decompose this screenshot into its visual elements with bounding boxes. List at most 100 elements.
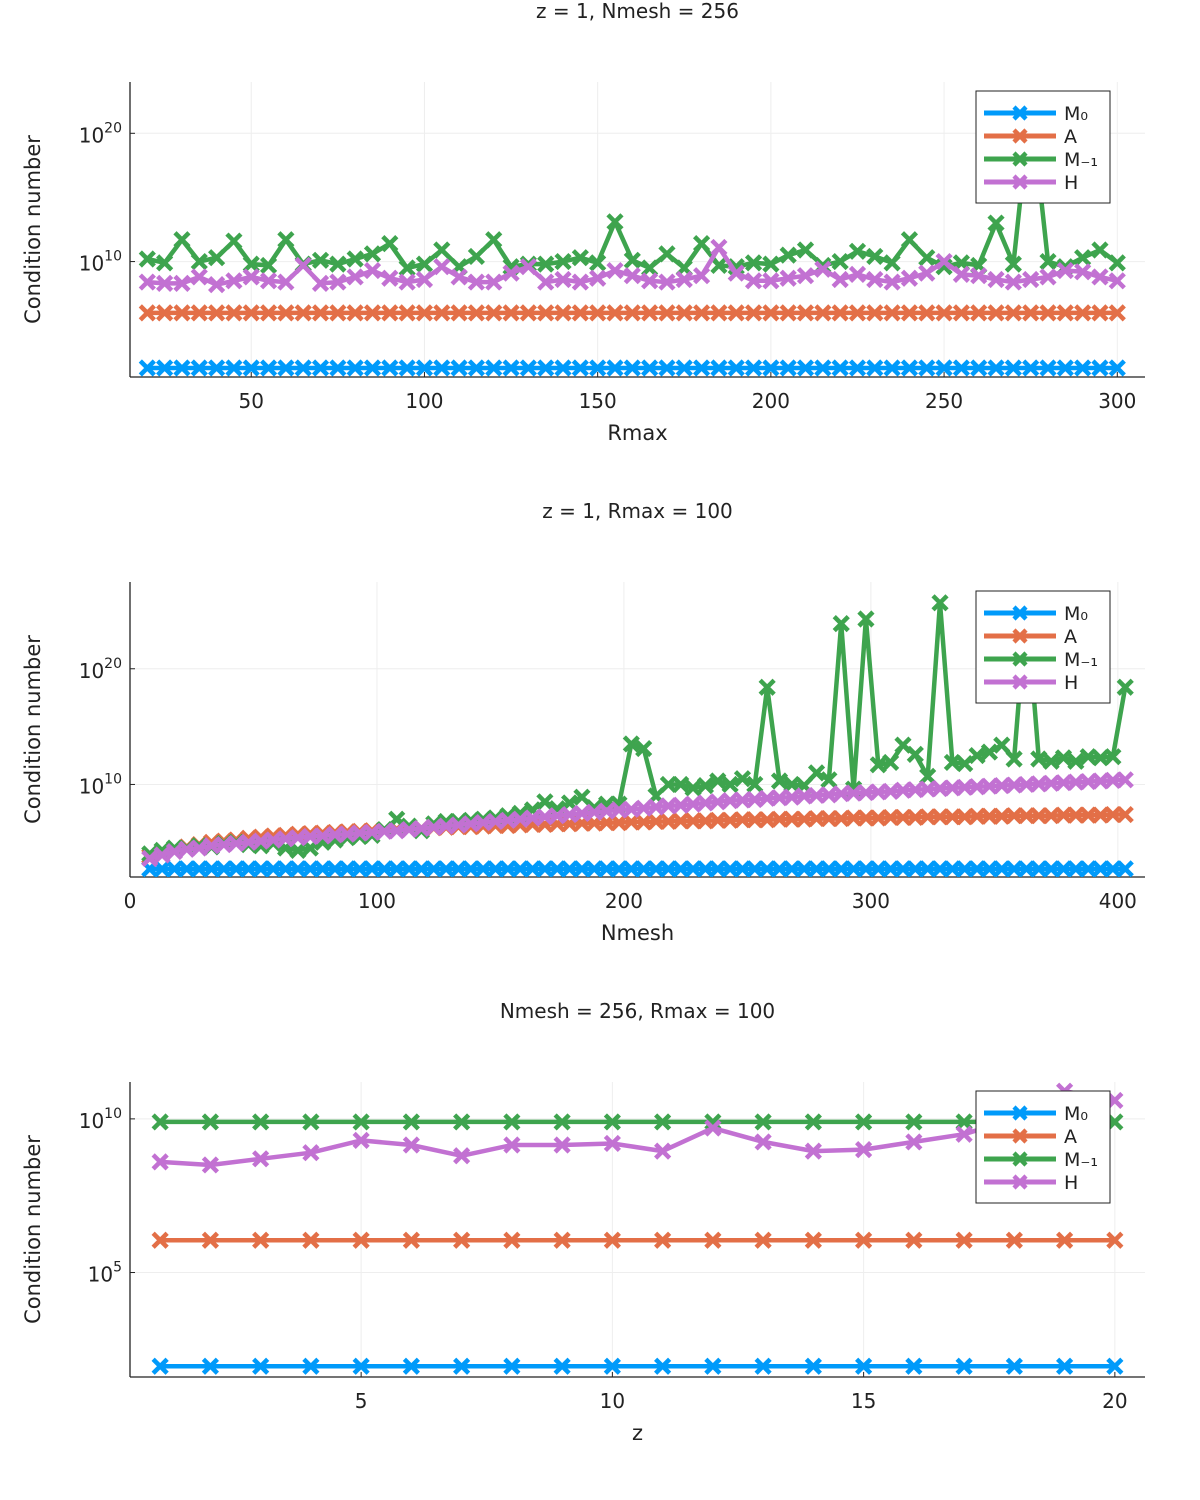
x-tick-label: 300 (852, 889, 890, 913)
data-point (153, 846, 171, 864)
data-point (970, 267, 988, 285)
data-point (259, 359, 278, 377)
legend-label: M₋₁ (1064, 1149, 1098, 1171)
data-point (641, 304, 659, 322)
data-point (151, 1153, 169, 1171)
data-point (641, 259, 659, 277)
data-point (571, 273, 589, 291)
chart-title: Nmesh = 256, Rmax = 100 (500, 999, 775, 1023)
data-point (1116, 771, 1134, 789)
data-point (190, 304, 208, 322)
data-point (779, 246, 797, 264)
data-point (1074, 263, 1092, 281)
data-point (814, 260, 832, 278)
data-point (589, 269, 607, 287)
data-point (770, 772, 789, 790)
data-point (684, 779, 702, 797)
data-point (1056, 261, 1074, 280)
data-point (415, 270, 434, 289)
data-point (606, 304, 624, 322)
data-point (433, 304, 451, 322)
data-point (156, 254, 174, 272)
data-point (467, 247, 486, 266)
data-point (744, 359, 763, 377)
data-point (883, 304, 901, 322)
data-point (571, 359, 589, 377)
data-point (225, 304, 243, 322)
legend-marker (1012, 628, 1028, 644)
data-point (709, 772, 727, 790)
series-3 (141, 771, 1134, 868)
data-point (744, 254, 763, 272)
data-point (831, 252, 849, 271)
data-point (814, 359, 832, 377)
data-point (1004, 359, 1022, 377)
data-point (589, 359, 607, 377)
data-point (503, 1113, 521, 1131)
data-point (641, 359, 659, 377)
data-point (415, 359, 434, 377)
data-point (1054, 749, 1073, 767)
data-point (398, 304, 416, 322)
data-point (294, 256, 312, 275)
data-point (329, 304, 347, 322)
data-point (402, 1136, 420, 1154)
data-point (450, 268, 468, 286)
legend-marker (1012, 605, 1028, 621)
data-point (710, 256, 728, 275)
data-point (503, 1136, 521, 1154)
legend-label: A (1064, 1126, 1077, 1148)
data-point (935, 304, 953, 322)
data-point (905, 1357, 923, 1375)
data-point (900, 359, 919, 377)
data-point (952, 359, 970, 377)
data-point (804, 1357, 822, 1375)
data-point (329, 273, 347, 291)
data-point (935, 252, 953, 271)
data-point (804, 1142, 822, 1160)
data-point (1039, 359, 1057, 377)
data-point (883, 254, 901, 272)
data-point (1074, 359, 1092, 377)
legend-label: M₀ (1064, 1103, 1088, 1125)
legend-marker (1012, 105, 1028, 121)
series-2 (141, 594, 1134, 863)
data-point (311, 304, 330, 322)
y-axis-label: Condition number (21, 635, 45, 824)
y-axis-label: Condition number (21, 1135, 45, 1324)
x-tick-label: 200 (605, 889, 643, 913)
data-point (762, 359, 780, 377)
data-point (277, 304, 295, 322)
data-point (381, 235, 399, 253)
data-point (987, 214, 1005, 232)
data-point (758, 678, 776, 696)
data-point (208, 304, 226, 322)
data-point (208, 276, 226, 294)
data-point (906, 745, 924, 763)
data-point (1022, 359, 1040, 377)
data-point (980, 743, 999, 761)
data-point (242, 359, 260, 377)
data-point (553, 1113, 571, 1131)
data-point (329, 359, 347, 377)
data-point (832, 615, 850, 633)
data-point (779, 304, 797, 322)
data-point (252, 1357, 270, 1375)
subplot-1: z = 1, Nmesh = 256 50 100 150 200 250 300 1010 1… (21, 0, 1145, 445)
data-point (138, 304, 156, 322)
data-point (727, 304, 745, 322)
data-point (831, 359, 849, 377)
data-point (329, 255, 347, 273)
legend-marker (1012, 174, 1028, 190)
data-point (1104, 748, 1122, 766)
y-tick-label: 1010 (79, 771, 122, 798)
data-point (869, 756, 887, 774)
data-point (883, 273, 901, 291)
data-point (554, 359, 572, 377)
data-point (654, 1113, 672, 1131)
series-line (159, 1088, 1116, 1168)
x-axis-label: Nmesh (601, 921, 674, 945)
data-point (363, 245, 382, 263)
data-point (173, 274, 191, 292)
